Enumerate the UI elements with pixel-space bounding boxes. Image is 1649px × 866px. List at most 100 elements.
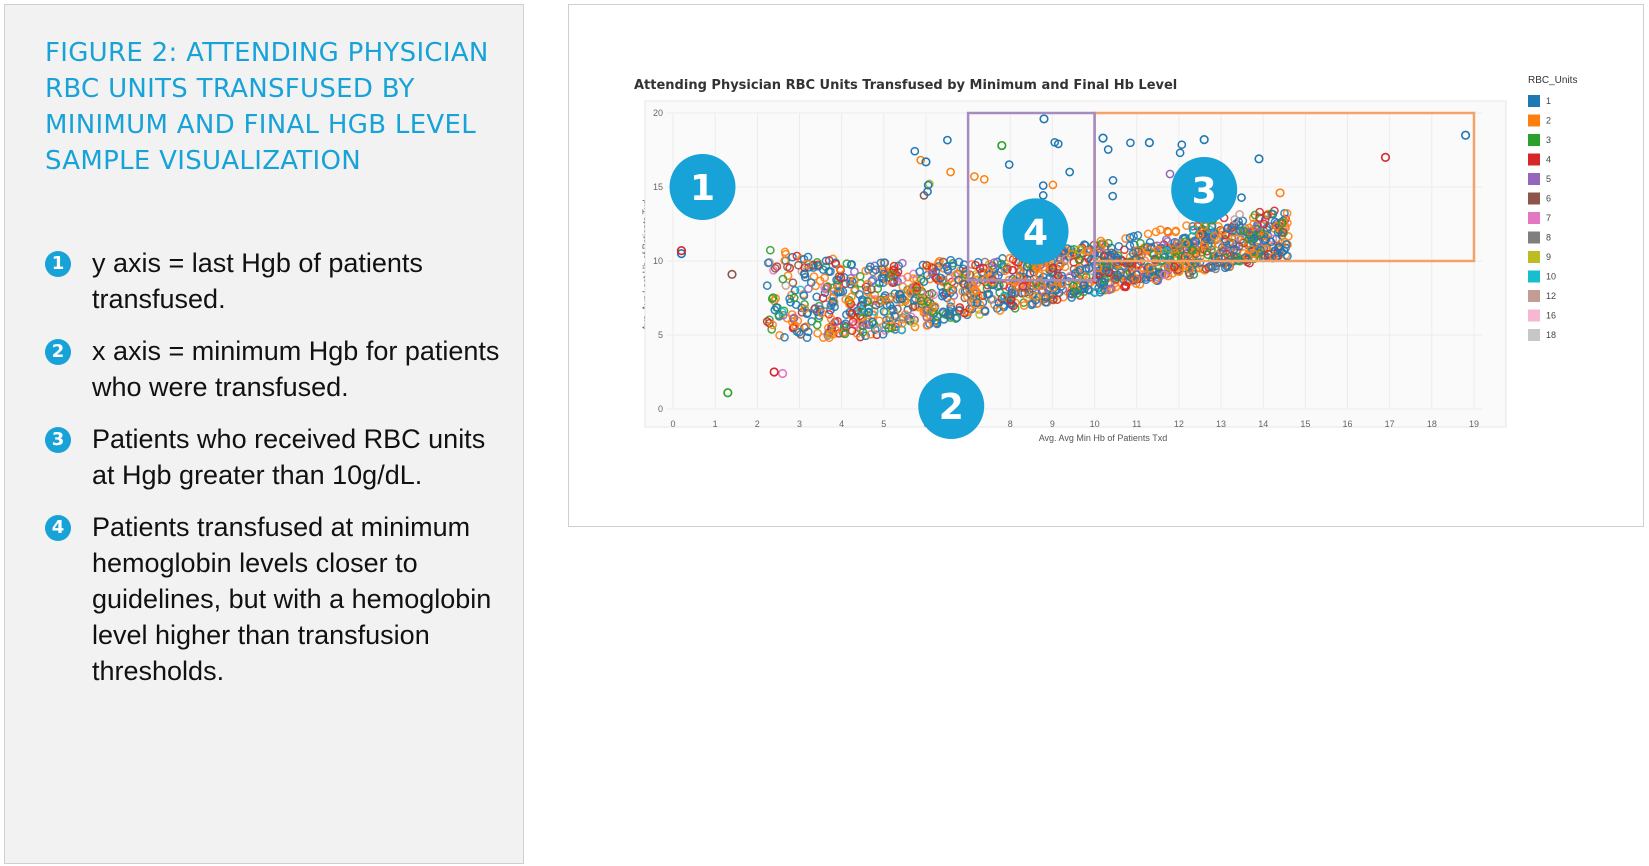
data-point	[971, 260, 980, 270]
data-point	[995, 280, 1004, 290]
data-point	[1278, 218, 1287, 228]
data-point	[863, 297, 872, 306]
data-point	[848, 317, 858, 327]
data-point	[1050, 137, 1060, 147]
data-point	[1017, 280, 1027, 290]
data-point	[1223, 223, 1233, 233]
data-point	[936, 273, 946, 283]
legend-label: 2	[1546, 116, 1551, 126]
data-point	[1182, 221, 1191, 230]
data-point	[770, 263, 780, 273]
data-point	[1266, 237, 1276, 247]
data-point	[870, 295, 880, 304]
data-point	[984, 289, 994, 299]
data-point-highlight	[1380, 152, 1391, 162]
data-point	[769, 265, 778, 275]
data-point	[890, 311, 900, 321]
data-point	[945, 306, 955, 316]
data-point	[1121, 281, 1130, 290]
data-point	[875, 278, 884, 288]
data-point	[1018, 281, 1028, 291]
data-point	[847, 292, 856, 302]
data-point	[914, 294, 924, 304]
data-point	[897, 318, 907, 328]
data-point	[1255, 213, 1264, 223]
data-point	[774, 310, 784, 320]
data-point	[946, 311, 955, 320]
data-point	[1259, 219, 1269, 229]
data-point	[1074, 245, 1084, 254]
data-point	[1120, 245, 1129, 255]
data-point	[1141, 275, 1151, 285]
legend-swatch	[1528, 95, 1540, 107]
x-tick-label: 1	[713, 419, 718, 429]
data-point	[778, 274, 788, 284]
data-point	[1006, 299, 1016, 309]
data-point	[789, 293, 799, 303]
data-point	[1074, 255, 1084, 265]
legend-swatch	[1528, 192, 1540, 205]
x-tick-label: 11	[1132, 419, 1141, 429]
data-point	[910, 322, 920, 332]
plot-area: 01234567891011121314151617181905101520	[644, 100, 1507, 429]
data-point	[866, 329, 876, 339]
data-point	[1102, 266, 1111, 275]
data-point	[1041, 297, 1050, 307]
x-tick-label: 18	[1427, 419, 1437, 429]
data-point	[885, 295, 894, 304]
y-tick-label: 5	[658, 330, 663, 340]
data-point	[788, 278, 798, 288]
data-point	[943, 135, 952, 145]
legend-swatch	[1528, 153, 1540, 166]
legend-swatch	[1528, 231, 1540, 244]
data-point	[910, 146, 920, 156]
data-point	[1048, 180, 1058, 190]
data-point	[1056, 260, 1066, 269]
data-point	[923, 187, 932, 196]
data-point	[919, 277, 929, 286]
legend-label: 3	[1546, 135, 1551, 145]
legend-label: 1	[1546, 96, 1551, 106]
data-point	[1102, 263, 1112, 272]
data-point	[780, 247, 790, 257]
data-point	[856, 305, 866, 314]
data-point	[1109, 250, 1119, 259]
data-point	[1210, 229, 1219, 238]
x-tick-label: 13	[1216, 419, 1226, 429]
data-point	[873, 324, 882, 334]
data-point-highlight	[1144, 138, 1154, 148]
data-point	[1256, 245, 1265, 255]
data-point	[1190, 258, 1200, 268]
data-point	[993, 282, 1003, 291]
data-point	[958, 264, 968, 274]
data-point	[1083, 284, 1093, 294]
data-point	[1038, 191, 1048, 200]
data-point	[878, 329, 888, 339]
region-box-4	[966, 111, 1096, 282]
data-point	[824, 333, 834, 343]
y-tick-label: 10	[653, 256, 663, 266]
data-point	[925, 179, 934, 189]
data-point	[1145, 264, 1155, 273]
data-point	[1156, 225, 1165, 235]
data-point-highlight	[769, 367, 779, 377]
data-point	[818, 333, 828, 342]
data-point	[1161, 235, 1171, 244]
data-point	[1280, 208, 1289, 218]
data-point	[847, 326, 857, 336]
data-point	[897, 325, 907, 334]
data-point	[1182, 244, 1192, 254]
data-point-highlight	[676, 246, 687, 256]
data-point	[1170, 262, 1179, 272]
data-point	[1097, 277, 1107, 287]
data-point	[850, 276, 859, 286]
x-tick-label: 15	[1300, 419, 1310, 429]
data-point	[810, 304, 820, 314]
data-point	[763, 258, 773, 268]
data-point	[922, 320, 932, 330]
data-point	[1187, 245, 1197, 255]
x-axis-label: Avg. Avg Min Hb of Patients Txd	[1039, 433, 1168, 443]
data-point	[1065, 167, 1075, 177]
data-point	[1212, 250, 1222, 260]
data-point	[1249, 249, 1259, 259]
